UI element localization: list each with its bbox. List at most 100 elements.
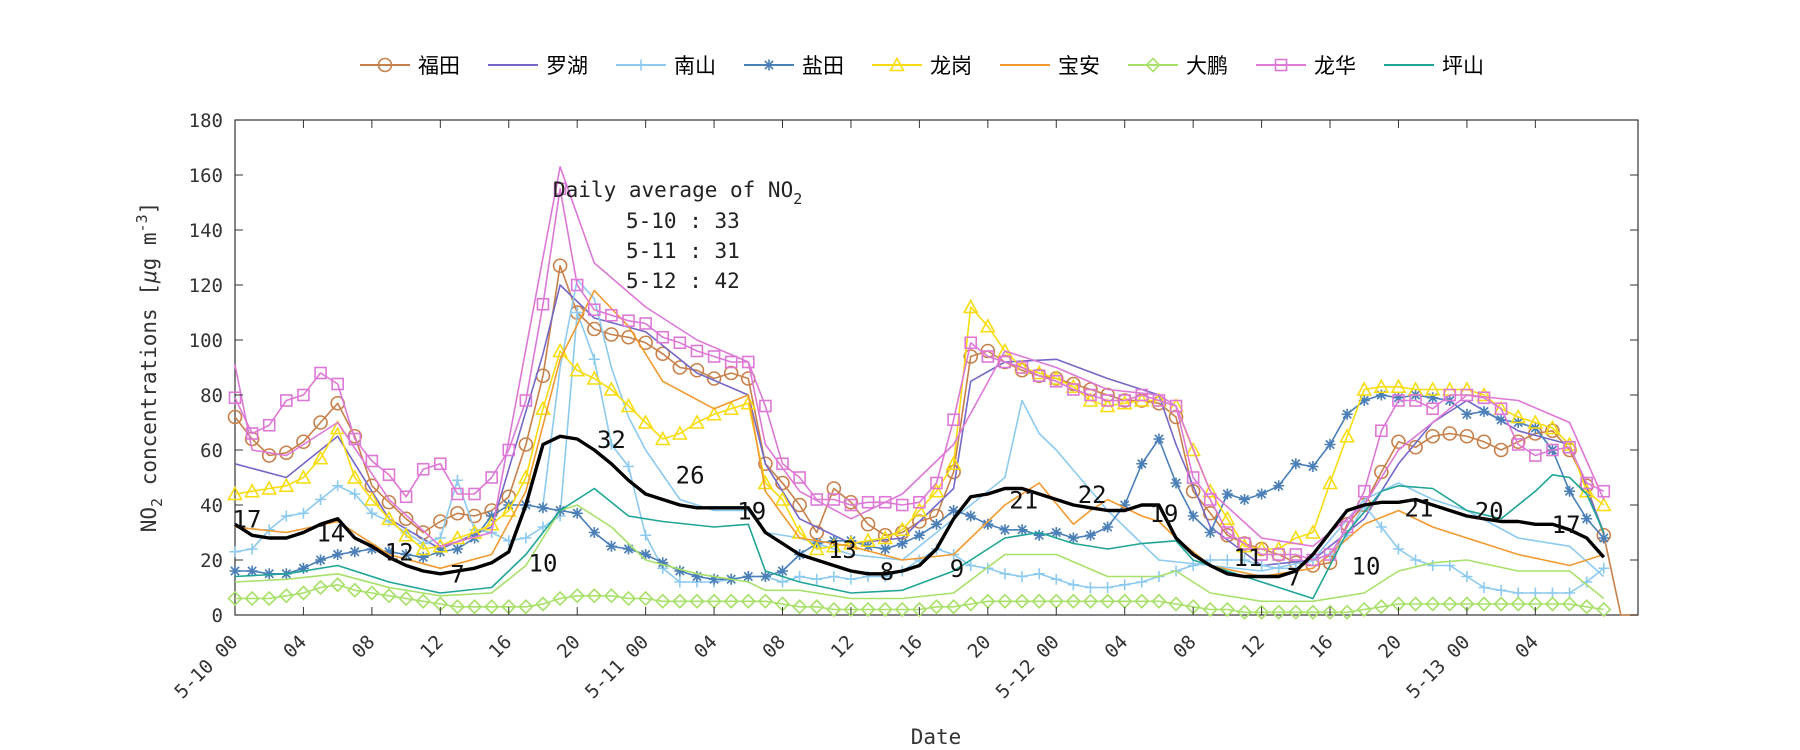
data-point bbox=[742, 571, 754, 582]
data-point bbox=[930, 476, 943, 490]
legend-item: 龙岗 bbox=[872, 54, 972, 78]
data-point bbox=[895, 498, 909, 512]
annotation-title-sub: 2 bbox=[793, 190, 802, 208]
data-point bbox=[1033, 568, 1045, 580]
data-point bbox=[1202, 601, 1218, 618]
segment-label: 12 bbox=[385, 539, 414, 567]
legend-label: 宝安 bbox=[1058, 54, 1100, 78]
data-point bbox=[706, 406, 722, 421]
data-point bbox=[1101, 394, 1114, 407]
data-point bbox=[1392, 392, 1404, 404]
legend-label: 罗湖 bbox=[546, 54, 588, 78]
data-point bbox=[911, 601, 928, 618]
data-point bbox=[689, 414, 705, 429]
data-point bbox=[1426, 402, 1439, 416]
data-point bbox=[1084, 582, 1096, 593]
data-point bbox=[1410, 554, 1422, 566]
data-point bbox=[672, 593, 688, 609]
x-tick-label: 20 bbox=[964, 631, 996, 663]
data-point bbox=[999, 524, 1011, 536]
data-point bbox=[777, 565, 789, 577]
data-point bbox=[691, 571, 703, 582]
data-point bbox=[449, 529, 466, 545]
data-point bbox=[520, 532, 532, 544]
data-point bbox=[244, 483, 260, 498]
segment-label: 22 bbox=[1078, 481, 1107, 509]
data-point bbox=[1373, 378, 1390, 394]
series-s11 bbox=[234, 474, 1605, 600]
series-extra bbox=[542, 278, 1605, 578]
x-tick-label: 08 bbox=[348, 631, 380, 663]
data-point bbox=[1390, 378, 1407, 394]
series-s6 bbox=[234, 289, 1605, 578]
x-tick-label: 12 bbox=[416, 631, 448, 663]
x-axis: 5-10 00 04 08 12 16 205-11 00 04 08 12 16 205-12 0… bbox=[170, 120, 1543, 703]
data-point bbox=[1221, 488, 1233, 500]
data-point bbox=[312, 579, 329, 596]
series-line bbox=[234, 306, 1605, 550]
data-point bbox=[724, 355, 738, 369]
data-point bbox=[759, 571, 771, 582]
data-point bbox=[346, 469, 363, 484]
data-point bbox=[398, 511, 414, 527]
data-point bbox=[1357, 484, 1371, 498]
y-axis-title-mu: μ bbox=[137, 270, 161, 284]
data-point bbox=[364, 491, 380, 506]
x-tick-label: 5-13 00 bbox=[1402, 631, 1474, 703]
data-point bbox=[1170, 477, 1182, 489]
data-point bbox=[1290, 458, 1302, 470]
data-point bbox=[331, 377, 344, 391]
data-point bbox=[228, 391, 242, 405]
data-point bbox=[1050, 527, 1062, 538]
data-point bbox=[706, 371, 722, 386]
y-axis-title-sup: -3 bbox=[133, 214, 151, 232]
data-point bbox=[279, 445, 294, 461]
data-point bbox=[1305, 604, 1321, 620]
data-point bbox=[811, 573, 823, 585]
data-point bbox=[1598, 562, 1610, 574]
legend-marker bbox=[377, 57, 393, 73]
data-point bbox=[1424, 381, 1441, 396]
data-point bbox=[640, 529, 652, 541]
data-point bbox=[1392, 394, 1405, 407]
data-point bbox=[1185, 441, 1201, 457]
data-point bbox=[261, 480, 278, 495]
data-point bbox=[928, 483, 945, 498]
data-point bbox=[278, 477, 295, 493]
data-point bbox=[963, 596, 979, 612]
data-point bbox=[707, 350, 721, 363]
data-point bbox=[330, 577, 346, 593]
data-point bbox=[674, 565, 686, 577]
data-point bbox=[1050, 573, 1062, 585]
data-point bbox=[1561, 596, 1578, 612]
data-point bbox=[1581, 513, 1593, 525]
data-point bbox=[825, 538, 842, 553]
data-point bbox=[349, 546, 361, 558]
data-point bbox=[757, 593, 774, 609]
x-axis-title: Date bbox=[911, 725, 962, 749]
x-tick-label: 12 bbox=[1237, 631, 1269, 663]
data-point bbox=[261, 448, 277, 463]
data-point bbox=[1476, 434, 1492, 450]
data-point bbox=[1495, 414, 1507, 426]
data-point bbox=[1082, 593, 1099, 609]
data-point bbox=[826, 481, 842, 496]
data-point bbox=[931, 518, 942, 530]
x-tick-label: 16 bbox=[485, 631, 517, 663]
data-point bbox=[1015, 361, 1029, 374]
data-point bbox=[313, 415, 328, 430]
data-point bbox=[1032, 369, 1046, 383]
legend-item: 福田 bbox=[360, 54, 460, 78]
data-point bbox=[1544, 596, 1561, 612]
data-point bbox=[759, 399, 772, 413]
data-point bbox=[775, 475, 790, 491]
data-point bbox=[1016, 571, 1028, 582]
data-point bbox=[1288, 604, 1304, 620]
y-tick-label: 120 bbox=[189, 275, 223, 297]
data-point bbox=[878, 495, 892, 509]
data-point bbox=[911, 502, 928, 517]
data-point bbox=[1324, 439, 1336, 450]
data-point bbox=[1476, 386, 1492, 402]
data-point bbox=[689, 593, 705, 609]
